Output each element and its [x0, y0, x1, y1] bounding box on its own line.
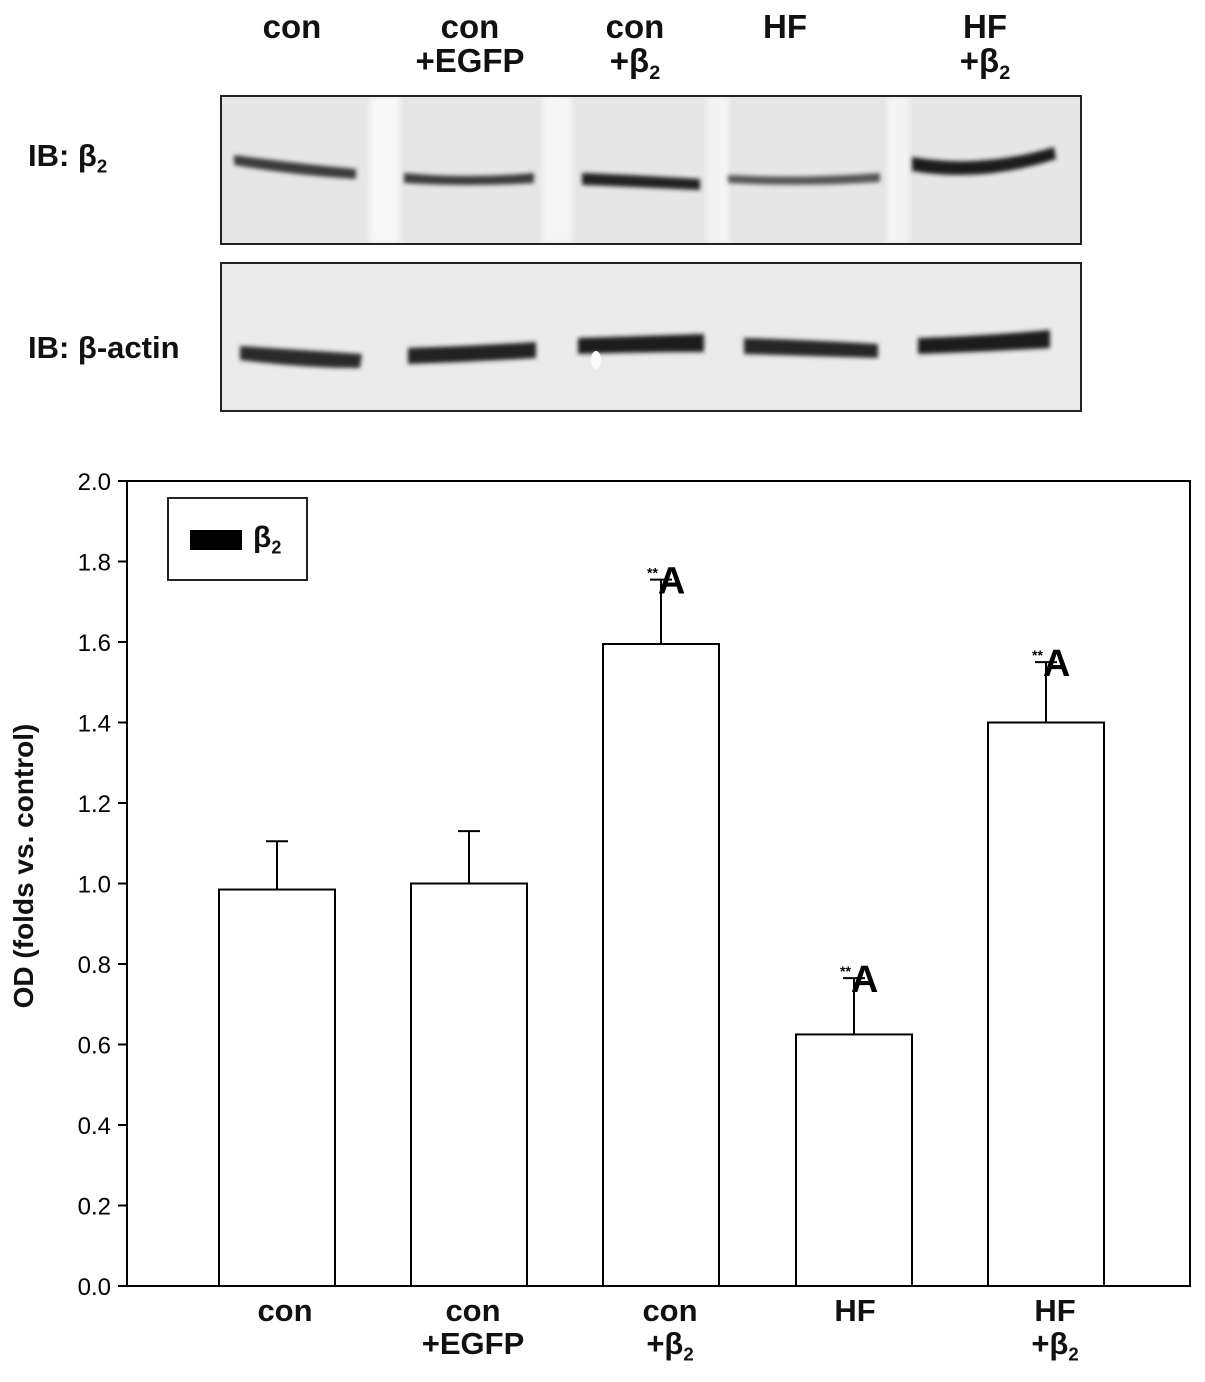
y-tick-label: 1.2 [78, 791, 111, 818]
significance-label-5: **A [1032, 643, 1070, 685]
y-tick-label: 1.4 [78, 711, 111, 738]
y-tick-label: 0.8 [78, 952, 111, 979]
bar-5 [987, 721, 1105, 1287]
band-beta2-lane3 [582, 173, 700, 190]
band-beta2-lane1 [234, 155, 356, 179]
bars-group: **A **A **A [218, 561, 1105, 1287]
x-label-5: HF +β2 [1031, 1293, 1079, 1365]
significance-label-3: **A [647, 561, 685, 603]
bar-1 [218, 888, 336, 1287]
x-label-2: con +EGFP [421, 1293, 525, 1361]
legend: β2 [167, 497, 308, 581]
blot-bottom-image [222, 264, 1080, 410]
y-tick-label: 0.2 [78, 1194, 111, 1221]
blot-label-top: IB: β2 [28, 138, 108, 177]
blot-label-bottom: IB: β-actin [28, 330, 180, 365]
lane-label-3: con +β2 [605, 8, 665, 84]
band-actin-lane2 [408, 342, 536, 364]
blot-panel-top [220, 95, 1082, 245]
y-tick-label: 1.6 [78, 630, 111, 657]
legend-swatch [190, 530, 242, 550]
band-beta2-lane2 [404, 173, 534, 185]
x-label-4: HF [834, 1293, 876, 1328]
lane-label-2: con +EGFP [415, 8, 525, 79]
y-axis: 0.0 0.2 0.4 0.6 0.8 1.0 1.2 1.4 1.6 1.8 2.0 [78, 469, 127, 1301]
band-actin-lane1 [240, 346, 362, 368]
significance-label-4: **A [840, 959, 878, 1001]
y-axis-label: OD (folds vs. control) [8, 723, 39, 1009]
band-actin-lane4 [744, 338, 878, 358]
lane-label-1: con [262, 8, 322, 45]
band-beta2-lane4 [728, 173, 880, 185]
bar-4 [795, 1033, 913, 1287]
blot-panel-bottom [220, 262, 1082, 412]
x-label-1: con [257, 1293, 313, 1328]
band-actin-lane3 [578, 334, 704, 354]
y-tick-label: 2.0 [78, 469, 111, 496]
y-tick-label: 0.4 [78, 1113, 111, 1140]
plot-frame [126, 480, 1191, 1287]
bar-3 [602, 643, 720, 1287]
band-actin-lane5 [918, 330, 1050, 354]
bar-2 [410, 882, 528, 1287]
x-label-3: con +β2 [642, 1293, 698, 1365]
y-tick-label: 0.6 [78, 1033, 111, 1060]
band-beta2-lane5 [912, 147, 1056, 175]
lane-label-4: HF [763, 8, 807, 45]
y-tick-label: 1.0 [78, 872, 111, 899]
legend-label: β2 [253, 521, 282, 558]
lane-label-5: HF +β2 [959, 8, 1011, 84]
blot-top-image [222, 97, 1080, 243]
y-tick-label: 0.0 [78, 1274, 111, 1301]
y-tick-label: 1.8 [78, 550, 111, 577]
